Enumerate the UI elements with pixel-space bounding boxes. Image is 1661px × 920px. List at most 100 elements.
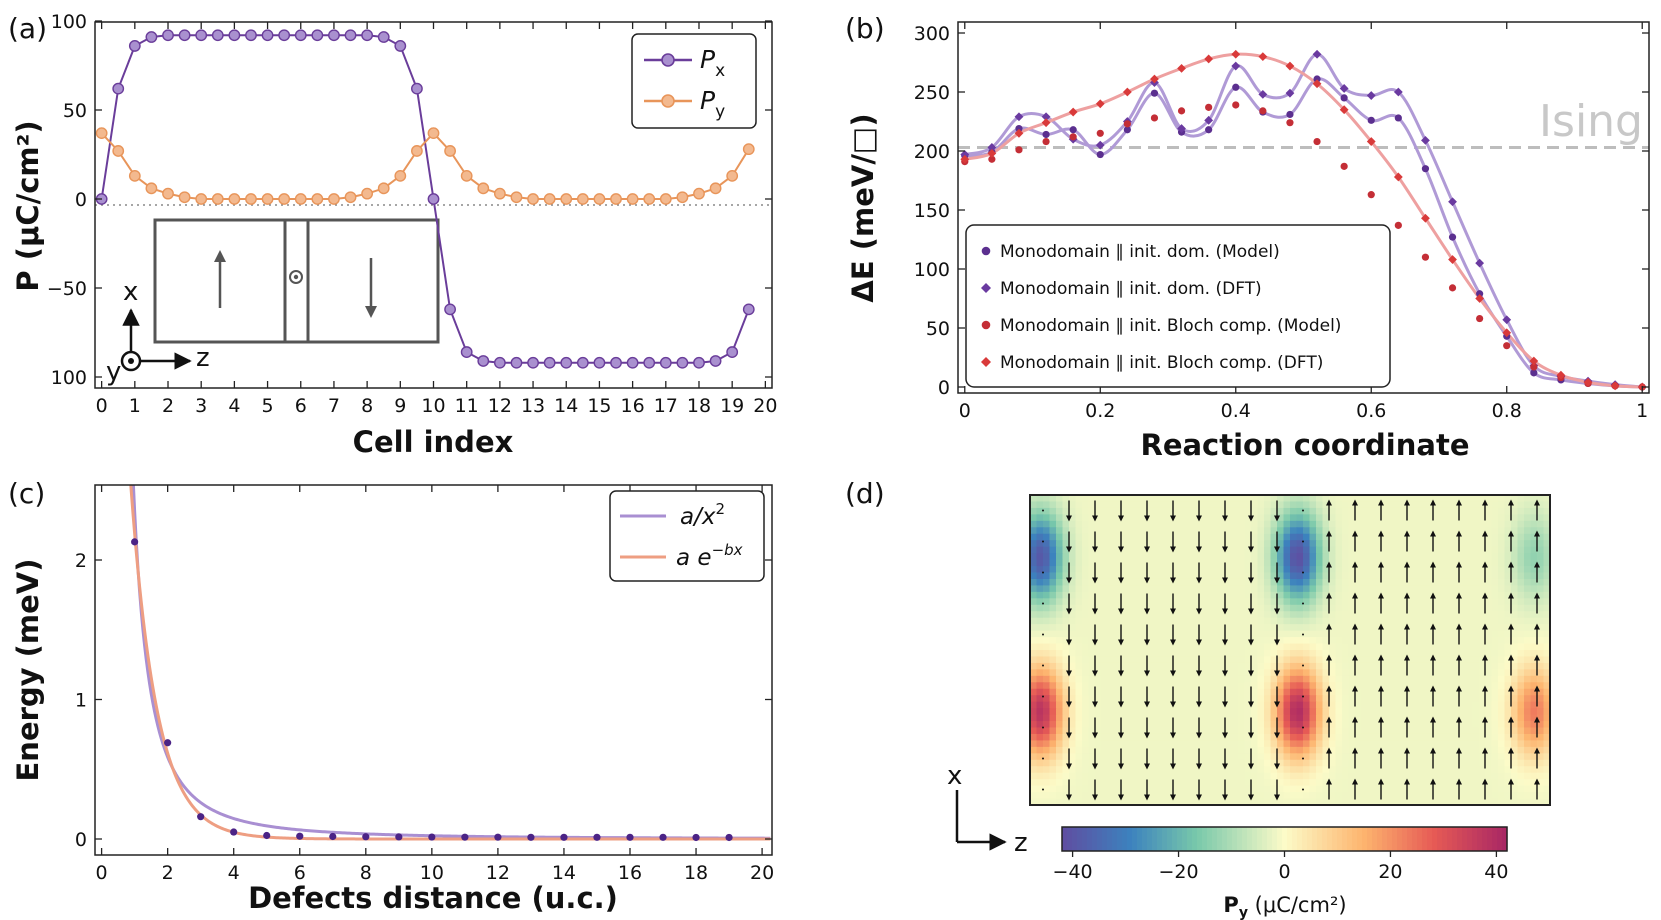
heat-cell bbox=[1394, 708, 1402, 716]
heat-cell bbox=[1212, 714, 1220, 722]
heat-cell bbox=[1257, 772, 1265, 780]
heat-cell bbox=[1517, 604, 1525, 612]
heat-cell bbox=[1049, 566, 1057, 574]
heat-cell bbox=[1147, 740, 1155, 748]
heat-cell bbox=[1355, 520, 1363, 528]
heat-cell bbox=[1160, 617, 1168, 625]
heat-cell bbox=[1199, 514, 1207, 522]
b-xtick-label: 0.2 bbox=[1085, 400, 1115, 422]
heat-cell bbox=[1446, 585, 1454, 593]
heat-cell bbox=[1238, 733, 1246, 742]
arrow-up-head bbox=[1404, 716, 1410, 723]
heat-cell bbox=[1290, 624, 1298, 632]
heat-cell bbox=[1043, 520, 1051, 528]
heat-cell bbox=[1524, 785, 1532, 793]
xlabel-b: Reaction coordinate bbox=[1140, 428, 1469, 462]
heat-cell bbox=[1530, 798, 1538, 806]
heat-cell bbox=[1173, 779, 1181, 787]
heat-cell bbox=[1231, 553, 1239, 561]
heat-cell bbox=[1114, 656, 1122, 664]
heat-cell bbox=[1192, 643, 1200, 651]
heat-cell bbox=[1140, 514, 1148, 522]
heat-cell bbox=[1498, 591, 1506, 599]
heat-cell bbox=[1329, 798, 1337, 806]
heat-cell bbox=[1504, 643, 1512, 651]
heat-cell bbox=[1368, 520, 1376, 528]
heat-cell bbox=[1459, 740, 1467, 748]
heat-cell bbox=[1212, 507, 1220, 515]
heat-cell bbox=[1069, 759, 1077, 767]
series-1-marker bbox=[245, 193, 257, 205]
heat-cell bbox=[1387, 772, 1395, 780]
heat-cell bbox=[1101, 507, 1109, 515]
heat-cell bbox=[1101, 598, 1109, 606]
heat-cell bbox=[1387, 527, 1395, 535]
heat-cell bbox=[1355, 533, 1363, 541]
arrow-up-head bbox=[1378, 747, 1384, 754]
heat-cell bbox=[1173, 746, 1181, 754]
heat-cell bbox=[1251, 688, 1259, 696]
heat-cell bbox=[1368, 527, 1376, 535]
heat-cell bbox=[1043, 540, 1051, 548]
heat-cell bbox=[1335, 727, 1343, 735]
series-0-marker bbox=[261, 29, 274, 42]
heat-cell bbox=[1186, 727, 1194, 735]
arrow-up-head bbox=[1456, 499, 1462, 506]
heat-cell bbox=[1218, 753, 1226, 761]
heat-cell bbox=[1394, 585, 1402, 593]
heat-cell bbox=[1491, 714, 1499, 722]
heat-cell bbox=[1218, 643, 1226, 651]
heat-cell bbox=[1030, 746, 1038, 754]
arrow-up-head bbox=[1430, 499, 1436, 506]
heat-cell bbox=[1153, 766, 1161, 774]
heat-cell bbox=[1504, 785, 1512, 793]
heat-cell bbox=[1374, 701, 1382, 709]
heat-cell bbox=[1426, 753, 1434, 761]
heat-cell bbox=[1192, 772, 1200, 780]
heat-cell bbox=[1205, 546, 1213, 554]
heat-cell bbox=[1290, 766, 1298, 774]
arrow-up-head bbox=[1430, 778, 1436, 785]
colorbar-segment bbox=[1082, 827, 1088, 851]
heat-cell bbox=[1374, 753, 1382, 761]
heat-cell bbox=[1036, 643, 1044, 651]
heat-cell bbox=[1056, 572, 1064, 580]
heat-cell bbox=[1361, 798, 1369, 806]
heat-cell bbox=[1231, 656, 1239, 664]
heat-cell bbox=[1296, 792, 1304, 800]
heat-cell bbox=[1465, 766, 1473, 774]
heat-cell bbox=[1244, 617, 1252, 625]
heat-cell bbox=[1251, 578, 1259, 587]
heat-cell bbox=[1472, 669, 1480, 677]
heat-cell bbox=[1400, 553, 1408, 561]
heat-cell bbox=[1075, 585, 1083, 593]
series-0-marker bbox=[394, 40, 407, 52]
heat-cell bbox=[1420, 714, 1428, 722]
heat-cell bbox=[1218, 553, 1226, 561]
arrow-down-head bbox=[1196, 763, 1202, 770]
heat-cell bbox=[1524, 533, 1532, 541]
heat-cell bbox=[1472, 643, 1480, 651]
heat-cell bbox=[1400, 514, 1408, 522]
arrow-down-head bbox=[1092, 639, 1098, 646]
heat-cell bbox=[1257, 714, 1265, 722]
heat-cell bbox=[1478, 656, 1486, 664]
heat-cell bbox=[1088, 572, 1096, 580]
heat-cell bbox=[1134, 662, 1142, 670]
heat-cell bbox=[1251, 624, 1259, 632]
heat-cell bbox=[1121, 598, 1129, 606]
heat-cell bbox=[1335, 527, 1343, 535]
heat-cell bbox=[1251, 559, 1259, 567]
series-0-marker bbox=[344, 29, 357, 42]
heat-cell bbox=[1381, 708, 1389, 716]
heat-cell bbox=[1348, 669, 1356, 677]
heat-cell bbox=[1069, 727, 1077, 735]
heat-cell bbox=[1517, 630, 1525, 638]
heat-cell bbox=[1433, 559, 1441, 567]
heat-cell bbox=[1062, 553, 1070, 561]
heat-cell bbox=[1309, 650, 1317, 658]
heat-cell bbox=[1381, 533, 1389, 541]
heat-cell bbox=[1543, 533, 1551, 541]
heat-cell bbox=[1277, 533, 1285, 541]
heat-cell bbox=[1134, 540, 1142, 548]
